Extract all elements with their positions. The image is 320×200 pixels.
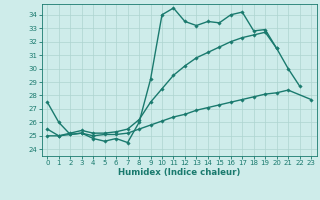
X-axis label: Humidex (Indice chaleur): Humidex (Indice chaleur) [118,168,240,177]
